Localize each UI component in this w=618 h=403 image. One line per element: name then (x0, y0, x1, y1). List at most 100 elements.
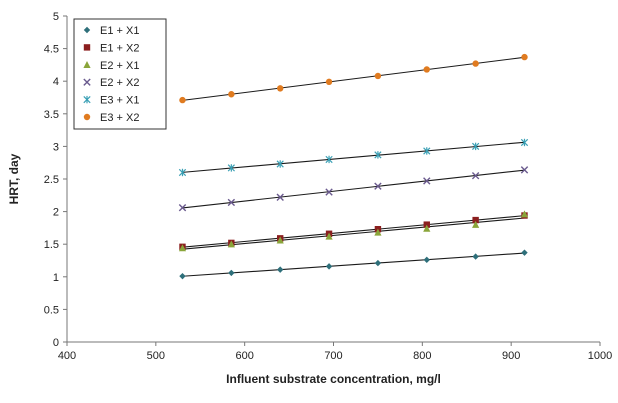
y-tick-label: 4 (53, 76, 59, 88)
data-point (520, 138, 529, 147)
x-tick-label: 800 (413, 350, 431, 362)
trendline (182, 217, 525, 250)
x-tick-label: 600 (235, 350, 253, 362)
data-point (178, 168, 187, 177)
legend-item: E2 + X1 (83, 60, 139, 72)
y-axis-title: HRT, day (7, 153, 21, 204)
data-point (423, 147, 431, 155)
data-point (520, 210, 529, 218)
marker-stroke (83, 78, 91, 86)
data-point (325, 155, 333, 164)
data-point (178, 244, 187, 252)
series-group (179, 249, 528, 280)
series-group (178, 138, 529, 177)
data-point (423, 224, 431, 232)
legend-marker (83, 78, 91, 86)
legend-item: E3 + X2 (83, 112, 139, 124)
data-point (227, 240, 235, 248)
data-point (423, 66, 430, 73)
legend-label: E1 + X1 (100, 25, 139, 37)
data-point (276, 160, 284, 168)
y-tick-label: 2.5 (44, 174, 59, 186)
legend-item: E2 + X2 (83, 77, 139, 89)
data-point (472, 60, 479, 67)
data-point (521, 53, 528, 61)
x-tick-label: 500 (147, 350, 165, 362)
legend-item: E1 + X2 (83, 42, 139, 54)
data-point (179, 96, 186, 104)
data-point (325, 232, 333, 240)
trendline (182, 252, 525, 277)
data-point (374, 72, 382, 80)
x-tick-label: 900 (502, 350, 520, 362)
marker-stroke (276, 193, 284, 201)
series-group (178, 166, 529, 212)
legend-label: E2 + X1 (100, 60, 139, 72)
data-point (423, 221, 430, 228)
legend-marker (83, 61, 91, 68)
data-point (521, 249, 528, 256)
trendline (182, 141, 525, 173)
data-point (325, 78, 333, 86)
legend: E1 + X1 E1 + X2 E2 + X1 E2 + X2 E3 + X1 E3 + … (73, 18, 167, 130)
legend-item: E1 + X1 (83, 25, 139, 37)
data-point (472, 253, 479, 260)
legend-label: E1 + X2 (100, 42, 139, 54)
marker-stroke (227, 198, 236, 207)
trendlines (182, 56, 525, 277)
marker-stroke (471, 172, 480, 180)
data-point (472, 220, 480, 228)
marker-stroke (520, 166, 529, 174)
data-point (179, 272, 186, 280)
data-point (423, 256, 430, 264)
y-tick-label: 0.5 (44, 304, 59, 316)
legend-marker (83, 44, 91, 51)
legend-label: E3 + X1 (100, 95, 139, 107)
y-tick-label: 1.5 (44, 239, 59, 251)
trendline (182, 56, 525, 101)
y-tick-label: 4.5 (44, 44, 59, 56)
y-tick-label: 1 (53, 272, 59, 284)
data-point (276, 236, 284, 244)
data-point (276, 193, 284, 201)
legend-label: E3 + X2 (100, 112, 139, 124)
data-point (520, 166, 529, 174)
data-point (471, 172, 480, 180)
y-tick-label: 0 (53, 337, 59, 349)
data-point (325, 263, 333, 270)
data-point (325, 188, 333, 196)
data-point (374, 182, 382, 190)
legend-box (73, 18, 167, 130)
series-group (179, 53, 528, 104)
y-tick-label: 2 (53, 207, 59, 219)
x-tick-label: 700 (324, 350, 342, 362)
data-point (178, 203, 187, 212)
data-point (228, 269, 235, 277)
x-axis-title: Influent substrate concentration, mg/l (226, 372, 441, 386)
y-tick-label: 5 (53, 11, 59, 23)
legend-marker (83, 113, 91, 121)
x-tick-label: 1000 (588, 350, 612, 362)
axes: 400 500 600 700 800 900 1000 0 0.5 1 1.5 2 2.5 3 3.5 4 4… (44, 11, 613, 362)
marker-stroke (423, 177, 431, 185)
data-point (472, 216, 479, 224)
y-tick-label: 3 (53, 141, 59, 153)
data-point (374, 151, 382, 159)
data-point (374, 259, 382, 267)
data-point (277, 266, 284, 273)
legend-label: E2 + X2 (100, 77, 139, 89)
legend-marker (83, 26, 91, 34)
legend-item: E3 + X1 (83, 95, 139, 107)
marker-stroke (178, 203, 187, 212)
data-point (472, 142, 480, 151)
legend-marker (83, 95, 91, 104)
data-point (227, 164, 235, 172)
series-group (178, 210, 529, 252)
y-tick-label: 3.5 (44, 109, 59, 121)
marker-stroke (325, 188, 333, 196)
trendline (182, 169, 525, 209)
data-point (374, 228, 382, 236)
data-point (277, 85, 284, 92)
